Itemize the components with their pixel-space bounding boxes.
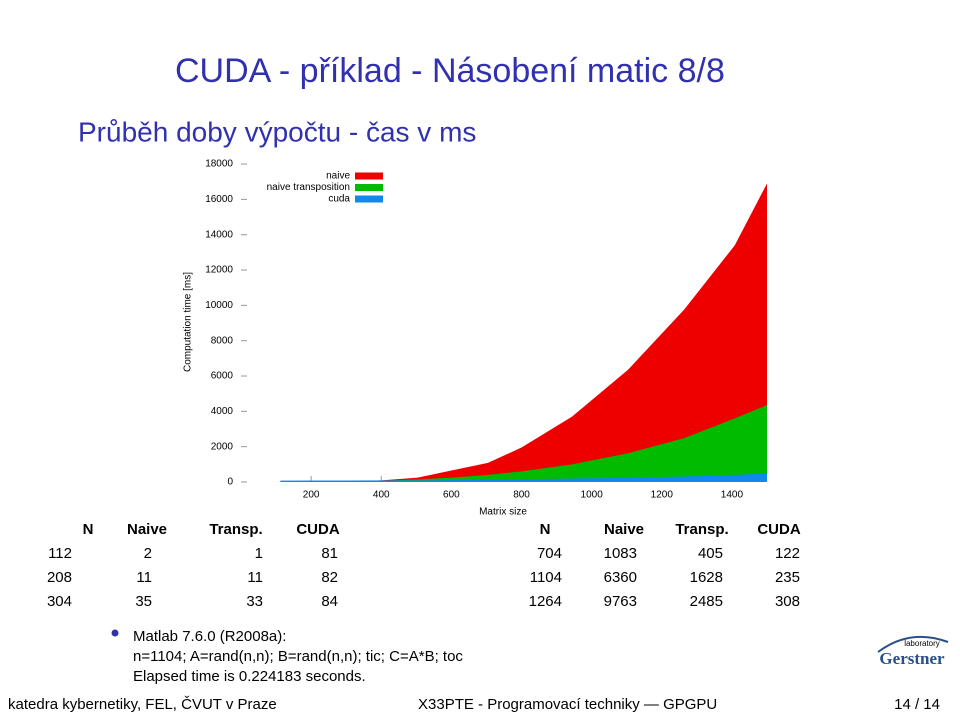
table-header: CUDA	[757, 521, 800, 538]
logo: laboratory Gerstner	[877, 635, 949, 668]
bullet-line: Matlab 7.6.0 (R2008a):	[133, 628, 286, 645]
table-cell: 1083	[604, 545, 637, 562]
table-cell: 84	[321, 593, 338, 610]
logo-name: Gerstner	[879, 649, 945, 668]
area-2	[280, 473, 767, 482]
table-header: Transp.	[209, 521, 262, 538]
table-cell: 208	[47, 569, 72, 586]
x-tick-label: 1200	[651, 490, 674, 501]
table-cell: 35	[135, 593, 152, 610]
y-tick-label: 0	[227, 477, 233, 488]
bullet-line: n=1104; A=rand(n,n); B=rand(n,n); tic; C…	[133, 648, 463, 665]
y-tick-label: 4000	[211, 406, 234, 417]
legend-label: naive	[326, 171, 350, 182]
bullet: Matlab 7.6.0 (R2008a): n=1104; A=rand(n,n…	[133, 628, 463, 685]
x-tick-label: 400	[373, 490, 390, 501]
legend-swatch	[355, 184, 383, 191]
footer-center: X33PTE - Programovací techniky — GPGPU	[418, 696, 717, 713]
footer-left: katedra kybernetiky, FEL, ČVUT v Praze	[8, 696, 277, 713]
y-tick-label: 12000	[205, 265, 233, 276]
table-cell: 2485	[690, 593, 723, 610]
table-cell: 235	[775, 569, 800, 586]
table-cell: 112	[48, 545, 72, 562]
table-cell: 11	[136, 569, 152, 586]
slide-subtitle: Průběh doby výpočtu - čas v ms	[78, 116, 476, 147]
table-cell: 122	[775, 545, 800, 562]
y-tick-label: 8000	[211, 335, 234, 346]
bullet-line: Elapsed time is 0.224183 seconds.	[133, 668, 366, 685]
table-header: Naive	[127, 521, 167, 538]
y-tick-label: 18000	[205, 159, 233, 170]
legend-label: cuda	[328, 194, 350, 205]
table-cell: 405	[698, 545, 723, 562]
y-tick-label: 2000	[211, 441, 234, 452]
table-cell: 704	[537, 545, 562, 562]
table-cell: 11	[247, 569, 263, 586]
slide-title: CUDA - příklad - Násobení matic 8/8	[175, 52, 725, 90]
legend-swatch	[355, 172, 383, 180]
table-cell: 304	[47, 593, 72, 610]
y-tick-label: 16000	[205, 194, 233, 205]
table-cell: 33	[246, 593, 263, 610]
area-1	[280, 405, 767, 482]
x-axis-label: Matrix size	[479, 507, 527, 518]
x-tick-label: 800	[513, 490, 530, 501]
table-cell: 1264	[529, 593, 562, 610]
y-tick-label: 6000	[211, 371, 234, 382]
y-axis-label: Computation time [ms]	[183, 272, 194, 372]
y-tick-label: 14000	[205, 229, 233, 240]
table-cell: 82	[321, 569, 338, 586]
tables: N Naive Transp. CUDA 112 2 1 81 208 11 11 82 304 35 33…	[47, 521, 801, 610]
table-header: Transp.	[675, 521, 728, 538]
x-tick-label: 600	[443, 490, 460, 501]
x-tick-label: 1400	[721, 490, 744, 501]
table-header: CUDA	[296, 521, 339, 538]
table-header: N	[540, 521, 551, 538]
table-cell: 81	[321, 545, 338, 562]
table-cell: 308	[775, 593, 800, 610]
table-cell: 1104	[530, 569, 562, 586]
table-header: Naive	[604, 521, 644, 538]
table-cell: 9763	[604, 593, 637, 610]
table-cell: 2	[144, 545, 152, 562]
table-cell: 6360	[604, 569, 637, 586]
legend-swatch	[355, 195, 383, 203]
table-cell: 1628	[690, 569, 723, 586]
bullet-dot	[111, 629, 119, 637]
table-cell: 1	[255, 545, 263, 562]
table-header: N	[83, 521, 94, 538]
area-0	[280, 183, 767, 482]
logo-small: laboratory	[904, 639, 940, 648]
x-tick-label: 200	[303, 490, 320, 501]
chart: 0 2000 4000 6000 8000 10000 12000 14000 16000 180…	[183, 159, 767, 518]
footer-right: 14 / 14	[894, 696, 940, 713]
x-tick-label: 1000	[581, 490, 604, 501]
legend-label: naive transposition	[267, 182, 350, 193]
y-tick-label: 10000	[205, 300, 233, 311]
